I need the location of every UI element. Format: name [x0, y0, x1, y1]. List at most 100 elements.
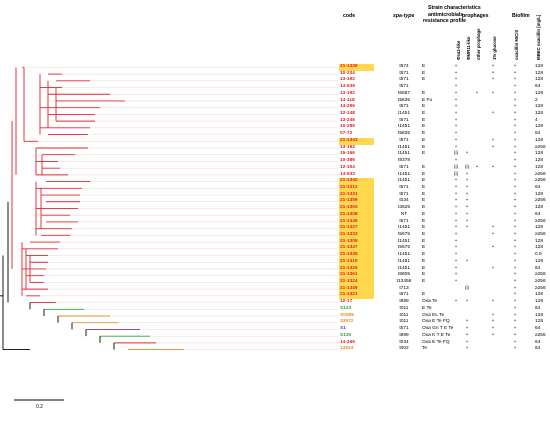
marker-a: + [454, 232, 458, 237]
marker-g: + [491, 332, 495, 338]
marker-b [463, 64, 471, 71]
marker-a: + [454, 144, 458, 150]
spa-type: t5675 [397, 232, 410, 237]
marker-x: + [513, 265, 517, 271]
resistance-profile: E Fu [422, 97, 433, 103]
strain-code: S0385 [340, 312, 354, 318]
strain-code: 13-246 [340, 117, 355, 123]
marker-a: + [454, 258, 458, 264]
resistance-profile: E [422, 144, 426, 150]
mbec-value: ≥256 [535, 171, 546, 177]
table-row: 13924 t002 Te + +64 [0, 346, 550, 353]
marker-a: + [454, 245, 458, 251]
marker-o [473, 98, 481, 105]
table-row: 07-72 t5635 E + +64 [0, 131, 550, 138]
resistance-profile: E [422, 205, 426, 211]
strain-code: 21-1315 [339, 258, 374, 266]
marker-o [473, 158, 481, 165]
marker-o [473, 279, 481, 286]
marker-o [473, 205, 481, 212]
table-row: S123 t011 E Te +64 [0, 306, 550, 313]
table-row: 21-1353 t3625 E + + +128 [0, 205, 550, 212]
mbec-value: 128 [535, 77, 544, 83]
marker-b [463, 71, 471, 78]
marker-b: + [465, 339, 469, 345]
marker-x: + [513, 90, 517, 96]
strain-code: 21-1361 [339, 272, 374, 279]
marker-o [473, 192, 481, 199]
marker-g [489, 272, 497, 279]
strain-code: 14-265 [340, 339, 355, 345]
mbec-value: ≥256 [535, 272, 546, 278]
marker-x: + [513, 299, 517, 305]
marker-o [473, 104, 481, 111]
marker-a [452, 346, 460, 353]
strain-code: 21-1343 [339, 137, 374, 145]
marker-b: + [465, 178, 469, 184]
marker-a: + [454, 97, 458, 103]
strain-code: 21-1353 [339, 205, 374, 212]
marker-g: + [491, 225, 495, 231]
marker-o [473, 333, 481, 340]
mbec-value: 64 [535, 326, 541, 332]
resistance-profile: E [422, 184, 426, 190]
marker-b [463, 111, 471, 118]
mbec-value: 128 [535, 191, 544, 197]
marker-x: + [513, 332, 517, 338]
table-row: 14-633 t1451 E (i) + + ≥256 [0, 172, 550, 179]
spa-type: t899 [399, 299, 409, 305]
header-oxacillin-mic: oxacillin MIC/4 [514, 30, 519, 60]
marker-a: (i) [453, 171, 459, 177]
phylogenetic-tree [0, 66, 338, 401]
strain-code: 21-1345 [339, 252, 374, 259]
marker-a: + [454, 252, 458, 258]
marker-a: + [454, 205, 458, 211]
marker-x: + [513, 279, 517, 285]
marker-x: + [513, 238, 517, 244]
mbec-value: 128 [535, 158, 544, 164]
spa-type: t011 [399, 319, 409, 325]
table-row: 15-166 t1451 E (i) + +128 [0, 151, 550, 158]
spa-type: t571 [399, 104, 409, 110]
marker-a [452, 333, 460, 340]
spa-type: t002 [399, 346, 409, 352]
mbec-value: 4 [535, 117, 538, 123]
marker-b: + [465, 191, 469, 197]
marker-o [473, 346, 481, 353]
spa-type: t1451 [397, 252, 410, 258]
mbec-value: ≥256 [535, 198, 546, 204]
marker-x: + [513, 225, 517, 231]
marker-b: + [465, 225, 469, 231]
resistance-profile: E [422, 191, 426, 197]
marker-b [463, 104, 471, 111]
marker-o [473, 131, 481, 138]
marker-g [489, 192, 497, 199]
header-phisa3-like: Φsa3-like [456, 40, 461, 60]
marker-o [473, 198, 481, 205]
marker-g [489, 219, 497, 226]
marker-g: + [491, 299, 495, 305]
spa-type: t571 [399, 292, 409, 298]
table-row: 21-1346 t571 E + + + ≥256 [0, 218, 550, 226]
resistance-profile: E [422, 265, 426, 271]
spa-type: t3625 [397, 205, 410, 211]
spa-type: t571 [399, 164, 409, 170]
spa-type: t1451 [397, 258, 410, 264]
spa-type: t13456 [396, 279, 412, 285]
marker-o [473, 124, 481, 131]
mbec-value: 128 [535, 90, 544, 96]
table-row: 13-192 t571 E + + +128 [0, 77, 550, 84]
marker-g: + [491, 144, 495, 150]
marker-b [463, 145, 471, 152]
marker-o [473, 232, 481, 239]
marker-a [452, 286, 460, 293]
marker-x: + [513, 144, 517, 150]
table-row: 33972 t011 Oxa E Te FQ + + +128 [0, 319, 550, 326]
marker-a: + [454, 191, 458, 197]
spa-type: t034 [399, 198, 409, 204]
marker-g: + [491, 77, 495, 83]
table-row: 21-1333 t5675 E + + + ≥256 [0, 232, 550, 239]
header-spa-type: spa-type [393, 13, 415, 19]
marker-b: + [465, 299, 469, 305]
marker-o [473, 138, 481, 145]
